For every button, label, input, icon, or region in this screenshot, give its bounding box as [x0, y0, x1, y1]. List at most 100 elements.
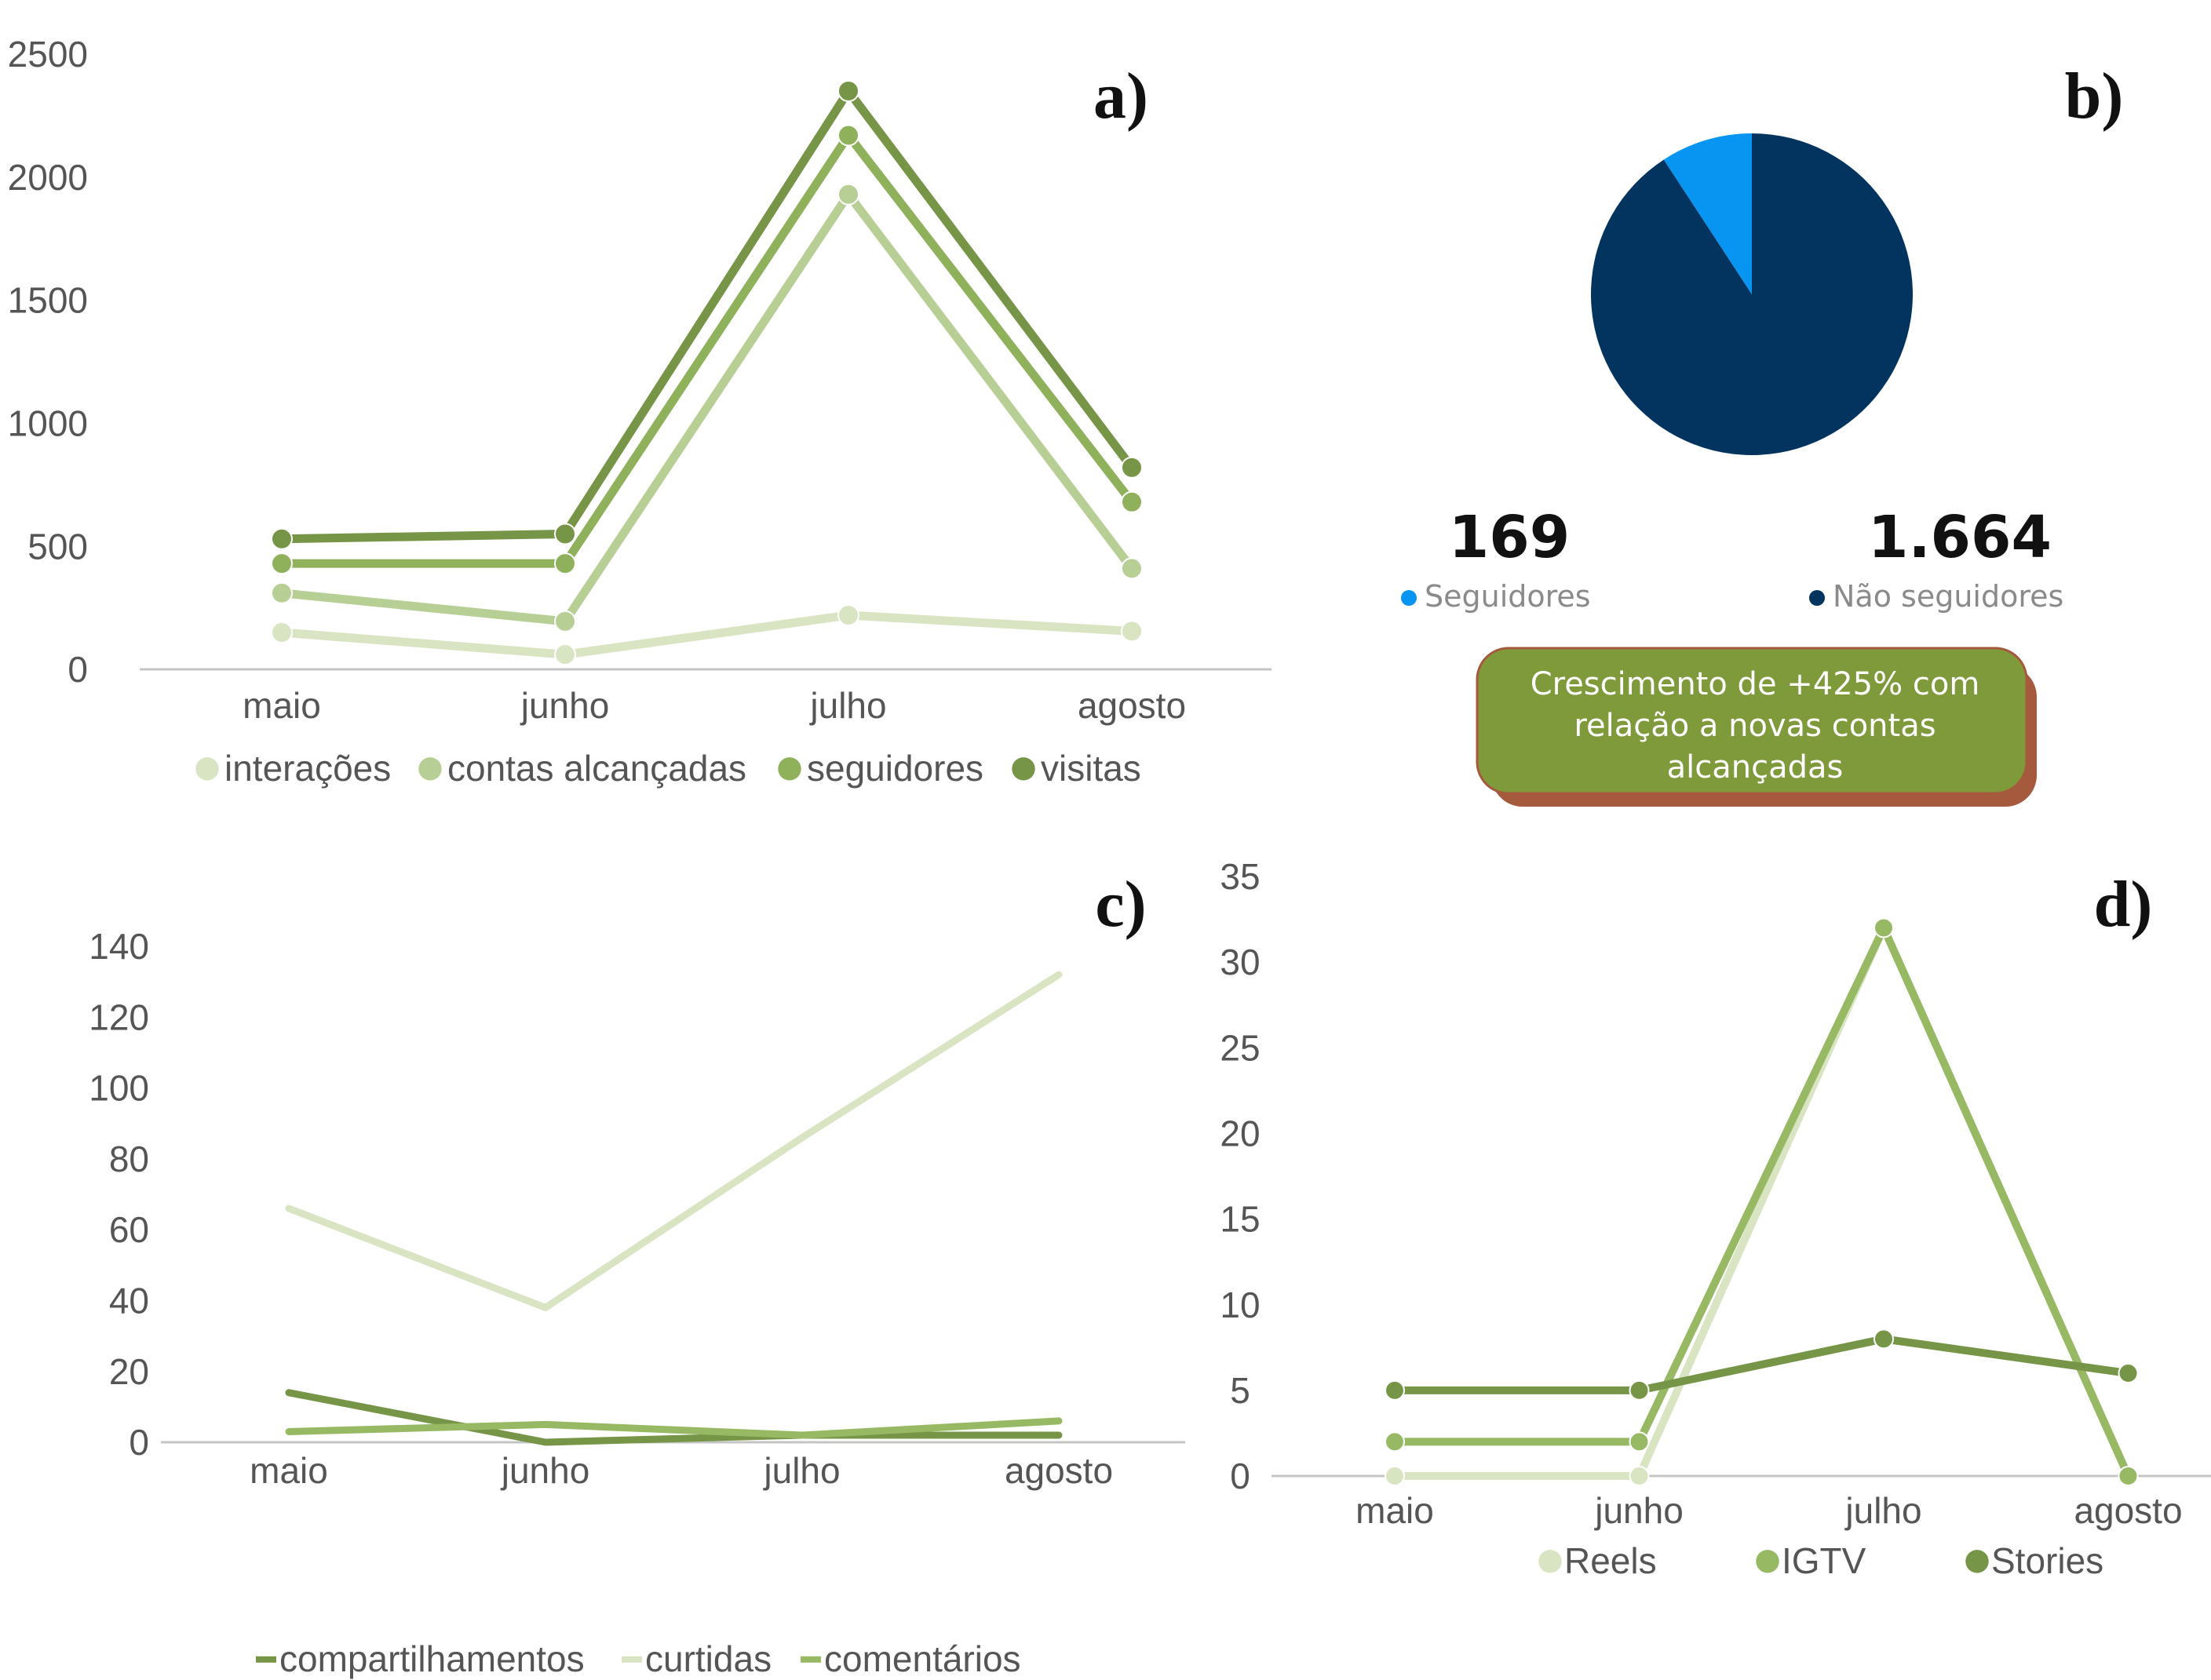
data-point-IGTV: [1629, 1431, 1650, 1452]
legend-marker: [256, 1656, 276, 1663]
series-line-seguidores: [277, 130, 1137, 568]
y-tick-label: 20: [1220, 1113, 1260, 1154]
chart-panel-b: b) 169 Seguidores 1.664 Não seguidores Cresci…: [1295, 0, 2211, 824]
y-tick-label: 2500: [8, 34, 88, 75]
data-point-seguidores: [554, 552, 576, 575]
y-tick-label: 15: [1220, 1199, 1260, 1240]
y-tick-label: 40: [109, 1281, 149, 1321]
legend-label: Reels: [1564, 1540, 1657, 1581]
legend-marker: [418, 757, 442, 781]
data-point-Reels: [1629, 1466, 1650, 1486]
y-tick-label: 0: [129, 1422, 149, 1463]
y-tick-label: 140: [89, 926, 149, 967]
series-line-interações: [277, 610, 1137, 659]
legend-marker: [1756, 1550, 1779, 1573]
pie-slice-seguidores: [1663, 133, 1752, 294]
series-line-curtidas: [285, 971, 1063, 1311]
legend-marker: [1965, 1550, 1989, 1573]
legend-marker: [1538, 1550, 1562, 1573]
series-line-Stories: [1391, 1335, 2133, 1394]
y-tick-label: 5: [1230, 1370, 1250, 1411]
panel-label: c): [1095, 868, 1146, 941]
data-point-interações: [271, 621, 293, 643]
data-point-visitas: [837, 80, 859, 103]
y-tick-label: 30: [1220, 942, 1260, 982]
x-tick-label: agosto: [2074, 1490, 2182, 1531]
chart-b-svg: b) 169 Seguidores 1.664 Não seguidores Cresci…: [1401, 60, 2124, 807]
y-tick-label: 100: [89, 1068, 149, 1109]
data-point-seguidores: [1121, 490, 1143, 513]
data-point-Reels: [1385, 1466, 1405, 1486]
stat-value: 169: [1449, 504, 1570, 571]
stat-label: Seguidores: [1425, 579, 1591, 614]
x-tick-label: julho: [762, 1450, 840, 1491]
x-tick-label: agosto: [1005, 1450, 1113, 1491]
data-point-IGTV: [2118, 1466, 2139, 1486]
legend-label: visitas: [1041, 748, 1141, 789]
y-tick-label: 1500: [8, 280, 88, 321]
data-point-Stories: [1629, 1379, 1650, 1401]
series-line-comentários: [285, 1417, 1063, 1439]
legend-label: compartilhamentos: [279, 1638, 585, 1679]
y-tick-label: 20: [109, 1351, 149, 1392]
legend-marker: [622, 1656, 642, 1663]
x-tick-label: julho: [808, 685, 886, 726]
x-tick-label: agosto: [1078, 685, 1186, 726]
chart-panel-c: c) 0 20 40 60 80 100 120 140 maio junho julho agosto…: [0, 824, 1201, 1680]
legend-label: seguidores: [807, 748, 983, 789]
data-point-visitas: [554, 523, 576, 545]
x-tick-label: maio: [250, 1450, 328, 1491]
series-line-contas-alcançadas: [277, 190, 1137, 626]
data-point-Stories: [1385, 1379, 1405, 1401]
y-tick-label: 60: [109, 1209, 149, 1250]
chart-panel-a: a) 0 500 1000 1500 2000 2500 maio junho julho agos…: [0, 0, 1295, 824]
x-tick-label: junho: [1593, 1490, 1684, 1531]
y-tick-label: 25: [1220, 1027, 1260, 1068]
series-line-visitas: [277, 86, 1137, 544]
legend-label: Stories: [1991, 1540, 2103, 1581]
legend-marker: [1012, 757, 1035, 781]
data-point-Stories: [1874, 1328, 1894, 1350]
panel-label: b): [2065, 60, 2124, 133]
legend-marker: [195, 757, 219, 781]
legend-label: contas alcançadas: [447, 748, 746, 789]
series-line-compartilhamentos: [285, 1389, 1063, 1446]
stat-label: Não seguidores: [1833, 579, 2063, 614]
y-tick-label: 0: [67, 649, 88, 690]
data-point-seguidores: [837, 124, 859, 147]
y-tick-label: 500: [27, 526, 88, 567]
legend-dot: [1809, 590, 1825, 606]
x-tick-label: junho: [500, 1450, 590, 1491]
series-line-IGTV: [1391, 924, 2133, 1480]
y-tick-label: 0: [1230, 1456, 1250, 1496]
x-tick-label: maio: [1355, 1490, 1434, 1531]
panel-label: a): [1093, 60, 1148, 133]
legend-label: curtidas: [645, 1638, 772, 1679]
data-point-IGTV: [1874, 917, 1894, 938]
legend-dot: [1401, 590, 1417, 606]
callout-line: Crescimento de +425% com: [1531, 666, 1980, 702]
stat-value: 1.664: [1868, 504, 2052, 571]
callout-line: alcançadas: [1667, 749, 1844, 785]
data-point-IGTV: [1385, 1431, 1405, 1452]
data-point-contas-alcançadas: [271, 581, 293, 604]
y-tick-label: 1000: [8, 403, 88, 444]
data-point-visitas: [271, 527, 293, 550]
callout-box: [1476, 647, 2028, 795]
x-tick-label: junho: [520, 685, 610, 726]
legend-marker: [778, 757, 801, 781]
chart-d-svg: d) 0 5 10 15 20 25 30 35 maio junho julho agosto Reel…: [1220, 856, 2211, 1581]
data-point-interações: [837, 604, 859, 627]
y-tick-label: 80: [109, 1139, 149, 1179]
panel-label: d): [2094, 868, 2153, 941]
y-tick-label: 35: [1220, 856, 1260, 897]
callout-line: relação a novas contas: [1574, 708, 1936, 744]
chart-c-svg: c) 0 20 40 60 80 100 120 140 maio junho julho agosto…: [89, 868, 1185, 1679]
legend-label: interações: [224, 748, 391, 789]
data-point-contas-alcançadas: [837, 183, 859, 206]
legend-label: IGTV: [1782, 1540, 1866, 1581]
data-point-contas-alcançadas: [1121, 557, 1143, 580]
data-point-interações: [554, 643, 576, 666]
x-tick-label: julho: [1844, 1490, 1921, 1531]
data-point-seguidores: [271, 552, 293, 575]
